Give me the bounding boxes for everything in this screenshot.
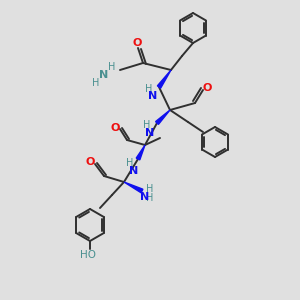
Text: N: N <box>140 192 150 202</box>
Text: O: O <box>132 38 142 48</box>
Polygon shape <box>158 70 171 88</box>
Text: H: H <box>143 120 151 130</box>
Text: O: O <box>110 123 120 133</box>
Text: N: N <box>99 70 109 80</box>
Text: H: H <box>145 84 153 94</box>
Polygon shape <box>156 110 170 124</box>
Text: H: H <box>126 158 134 168</box>
Polygon shape <box>136 145 145 160</box>
Text: O: O <box>202 83 212 93</box>
Text: H: H <box>92 78 100 88</box>
Text: N: N <box>148 91 158 101</box>
Text: H: H <box>108 62 116 72</box>
Polygon shape <box>124 182 143 193</box>
Text: O: O <box>85 157 95 167</box>
Text: H: H <box>146 193 154 203</box>
Text: HO: HO <box>80 250 96 260</box>
Text: N: N <box>129 166 139 176</box>
Text: N: N <box>146 128 154 138</box>
Text: H: H <box>146 184 154 194</box>
